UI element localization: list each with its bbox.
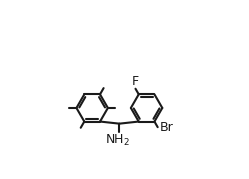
Text: Br: Br xyxy=(159,121,173,134)
Text: NH$_2$: NH$_2$ xyxy=(105,133,130,148)
Text: F: F xyxy=(132,75,139,88)
